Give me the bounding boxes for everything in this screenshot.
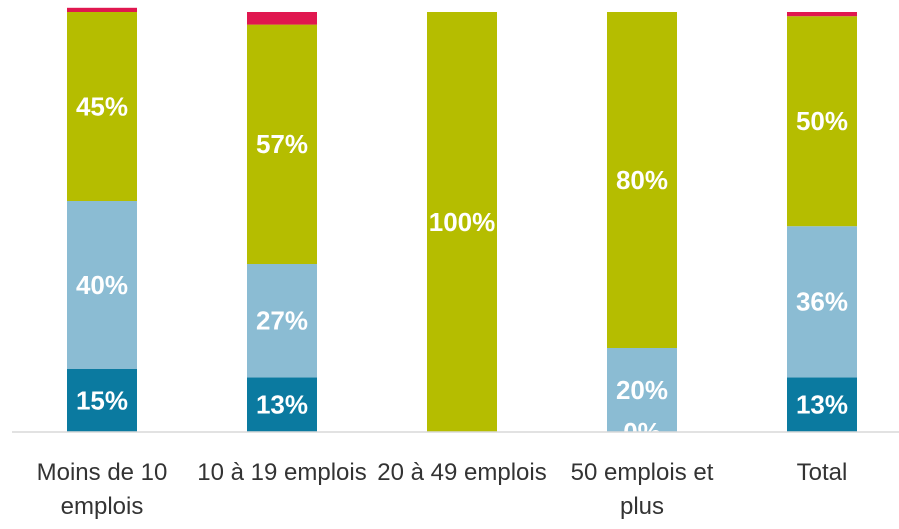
- bar-segment: [67, 7, 137, 12]
- data-label: 57%: [256, 129, 308, 159]
- bar-segment: [607, 12, 677, 348]
- data-label: 80%: [616, 165, 668, 195]
- x-tick-label: Total: [796, 459, 848, 486]
- bar-segment: [787, 226, 857, 378]
- data-label: 15%: [76, 385, 128, 415]
- bar-segment: [247, 24, 317, 264]
- bars: 15% 40% 45% 13% 27% 57% 100% 0% 20% 80% 13% 36% 50%: [67, 7, 857, 447]
- data-label: 100%: [429, 207, 496, 237]
- data-label: 36%: [796, 287, 848, 317]
- data-label: 20%: [616, 375, 668, 405]
- x-tick-label: 20 à 49 emplois: [377, 459, 547, 486]
- bar-segment: [787, 16, 857, 227]
- bar-segment: [787, 377, 857, 432]
- x-tick-label: 10 à 19 emplois: [197, 459, 367, 486]
- bar-segment: [67, 12, 137, 201]
- bar-segment: [247, 377, 317, 432]
- data-label: 27%: [256, 306, 308, 336]
- data-label: 40%: [76, 270, 128, 300]
- data-label: 45%: [76, 91, 128, 121]
- bar-segment: [67, 369, 137, 432]
- data-label: 50%: [796, 106, 848, 136]
- data-label: 0%: [623, 417, 661, 447]
- bar-segment: [247, 264, 317, 378]
- data-label: 13%: [796, 390, 848, 420]
- bar-segment: [787, 12, 857, 17]
- bar-segment: [67, 201, 137, 369]
- bar-segment: [247, 12, 317, 25]
- x-tick-label: Moins de 10 emplois: [36, 459, 168, 520]
- data-label: 13%: [256, 390, 308, 420]
- bar-segment: [427, 12, 497, 432]
- x-tick-label: 50 emplois et plus: [570, 459, 714, 520]
- bar-segment: [607, 348, 677, 432]
